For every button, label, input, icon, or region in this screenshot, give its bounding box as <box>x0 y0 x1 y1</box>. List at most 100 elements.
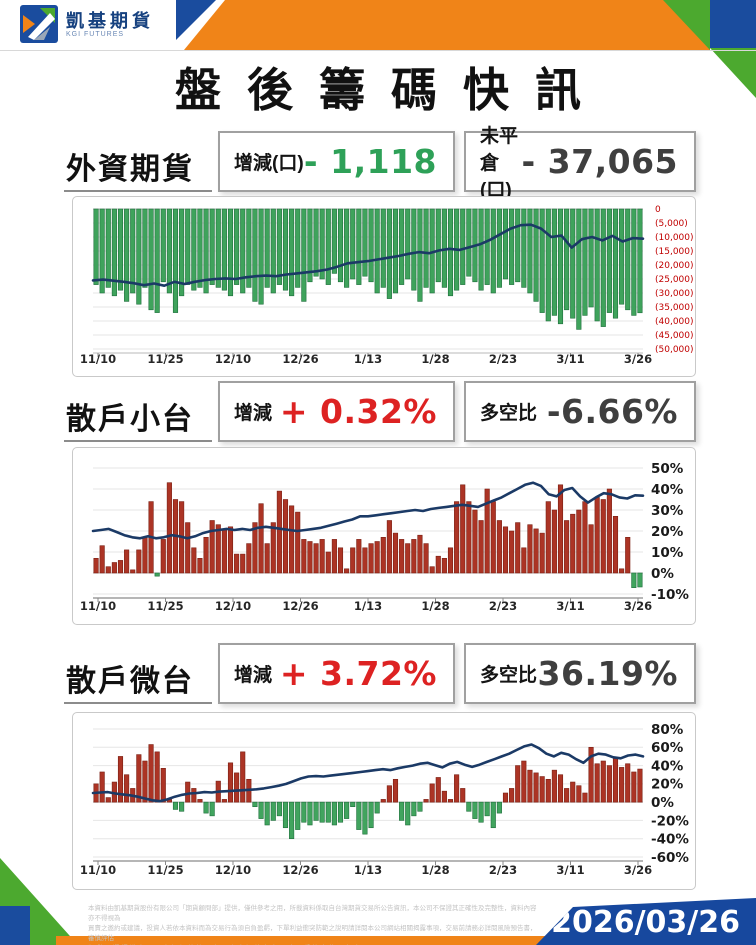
svg-text:2/23: 2/23 <box>489 599 517 613</box>
svg-text:11/25: 11/25 <box>147 599 183 613</box>
svg-text:11/10: 11/10 <box>80 352 116 366</box>
micro-ratio-box: 多空比 36.19% <box>464 643 696 704</box>
retail-micro-chart-frame: 11/10 11/25 12/10 12/26 1/13 1/28 2/23 3/11 3/26… <box>72 712 696 890</box>
svg-text:50%: 50% <box>651 461 684 477</box>
svg-text:1/13: 1/13 <box>354 352 382 366</box>
svg-text:3/11: 3/11 <box>556 863 584 877</box>
svg-text:(5,000): (5,000) <box>655 219 688 229</box>
svg-text:30%: 30% <box>651 503 684 519</box>
svg-text:11/25: 11/25 <box>147 352 183 366</box>
svg-text:3/11: 3/11 <box>556 352 584 366</box>
disclaimer-line: 買賣之邀約或建議，投資人若依本資料而為交易行為須自負盈虧，下單利益衝突防範之說明… <box>88 925 537 942</box>
svg-text:12/10: 12/10 <box>215 599 251 613</box>
svg-text:-20%: -20% <box>651 813 689 829</box>
header-divider-line <box>0 50 756 51</box>
foreign-change-box: 增減(口) - 1,118 <box>218 131 455 192</box>
svg-text:(10,000): (10,000) <box>655 233 693 243</box>
mini-ratio-box: 多空比 -6.66% <box>464 381 696 442</box>
svg-text:40%: 40% <box>651 758 684 774</box>
retail-mini-chart: 11/10 11/25 12/10 12/26 1/13 1/28 2/23 3/11 3/26… <box>80 461 689 613</box>
svg-text:60%: 60% <box>651 740 684 756</box>
foreign-change-label: 增減(口) <box>234 153 304 174</box>
svg-text:12/10: 12/10 <box>215 352 251 366</box>
section3-underline <box>64 702 212 704</box>
footer-blue-rect <box>0 906 30 945</box>
retail-mini-chart-frame: 11/10 11/25 12/10 12/26 1/13 1/28 2/23 3/11 3/26… <box>72 447 696 625</box>
svg-text:80%: 80% <box>651 722 684 738</box>
kgi-logo-icon <box>20 5 58 43</box>
svg-text:1/13: 1/13 <box>354 599 382 613</box>
svg-text:10%: 10% <box>651 545 684 561</box>
micro-change-value: + 3.72% <box>279 654 437 693</box>
svg-text:-60%: -60% <box>651 850 689 866</box>
svg-text:(30,000): (30,000) <box>655 289 693 299</box>
mini-change-value: + 0.32% <box>279 392 437 431</box>
report-date: 2026/03/26 <box>551 905 740 940</box>
foreign-change-value: - 1,118 <box>303 142 437 181</box>
footer-orange-strip <box>56 936 756 945</box>
logo-subtitle: KGI FUTURES <box>66 30 125 38</box>
disclaimer-line: 本資料由凱基期貨股份有限公司「期貨顧問部」提供，僅供參考之用，所載資料係取自台灣… <box>88 905 537 922</box>
svg-text:20%: 20% <box>651 524 684 540</box>
svg-text:40%: 40% <box>651 482 684 498</box>
section2-underline <box>64 440 212 442</box>
svg-text:0: 0 <box>655 205 661 215</box>
svg-text:(45,000): (45,000) <box>655 331 693 341</box>
header-orange-band <box>184 0 710 50</box>
foreign-openinterest-label: 未平倉(口) <box>480 126 519 201</box>
svg-text:(20,000): (20,000) <box>655 261 693 271</box>
svg-text:0%: 0% <box>651 795 674 811</box>
page-title: 盤後籌碼快訊 <box>175 64 607 116</box>
mini-ratio-label: 多空比 <box>480 403 538 424</box>
logo-title: 凱基期貨 <box>66 10 154 31</box>
svg-text:1/13: 1/13 <box>354 863 382 877</box>
svg-text:3/26: 3/26 <box>624 352 652 366</box>
svg-text:0%: 0% <box>651 566 674 582</box>
mini-change-label: 增減 <box>234 403 273 424</box>
section-foreign-futures-title: 外資期貨 <box>66 153 194 186</box>
foreign-openinterest-box: 未平倉(口) - 37,065 <box>464 126 696 201</box>
svg-text:11/10: 11/10 <box>80 599 116 613</box>
kgi-logo: 凱基期貨 KGI FUTURES <box>20 5 154 43</box>
svg-text:(15,000): (15,000) <box>655 247 693 257</box>
svg-text:20%: 20% <box>651 777 684 793</box>
micro-change-box: 增減 + 3.72% <box>218 643 455 704</box>
micro-ratio-value: 36.19% <box>537 654 678 693</box>
svg-text:1/28: 1/28 <box>421 599 449 613</box>
svg-text:11/25: 11/25 <box>147 863 183 877</box>
svg-text:(50,000): (50,000) <box>655 345 693 355</box>
svg-text:-10%: -10% <box>651 587 689 603</box>
svg-text:1/28: 1/28 <box>421 352 449 366</box>
header-blue-corner <box>710 0 756 48</box>
mini-change-box: 增減 + 0.32% <box>218 381 455 442</box>
micro-change-label: 增減 <box>234 665 273 686</box>
svg-text:12/26: 12/26 <box>282 352 318 366</box>
svg-text:3/26: 3/26 <box>624 599 652 613</box>
foreign-futures-chart-frame: 11/10 11/25 12/10 12/26 1/13 1/28 2/23 3/11 3/26… <box>72 196 696 377</box>
svg-text:11/10: 11/10 <box>80 863 116 877</box>
section1-underline <box>64 190 212 192</box>
svg-text:2/23: 2/23 <box>489 863 517 877</box>
kgi-logo-text: 凱基期貨 KGI FUTURES <box>66 11 154 38</box>
retail-micro-chart: 11/10 11/25 12/10 12/26 1/13 1/28 2/23 3/11 3/26… <box>80 722 689 877</box>
svg-text:2/23: 2/23 <box>489 352 517 366</box>
micro-ratio-label: 多空比 <box>480 665 538 686</box>
svg-text:(35,000): (35,000) <box>655 303 693 313</box>
foreign-futures-chart: 11/10 11/25 12/10 12/26 1/13 1/28 2/23 3/11 3/26… <box>80 205 693 366</box>
mini-ratio-value: -6.66% <box>546 392 678 431</box>
svg-text:3/11: 3/11 <box>556 599 584 613</box>
svg-text:12/26: 12/26 <box>282 863 318 877</box>
svg-text:12/10: 12/10 <box>215 863 251 877</box>
foreign-openinterest-value: - 37,065 <box>521 142 678 181</box>
section-retail-micro-title: 散戶微台 <box>66 665 194 698</box>
svg-text:12/26: 12/26 <box>282 599 318 613</box>
disclaimer: 本資料由凱基期貨股份有限公司「期貨顧問部」提供，僅供參考之用，所載資料係取自台灣… <box>88 904 540 945</box>
date-banner: 2026/03/26 <box>536 898 756 945</box>
svg-text:(25,000): (25,000) <box>655 275 693 285</box>
section-retail-mini-title: 散戶小台 <box>66 403 194 436</box>
svg-text:(40,000): (40,000) <box>655 317 693 327</box>
svg-text:-40%: -40% <box>651 832 689 848</box>
svg-text:1/28: 1/28 <box>421 863 449 877</box>
svg-text:3/26: 3/26 <box>624 863 652 877</box>
